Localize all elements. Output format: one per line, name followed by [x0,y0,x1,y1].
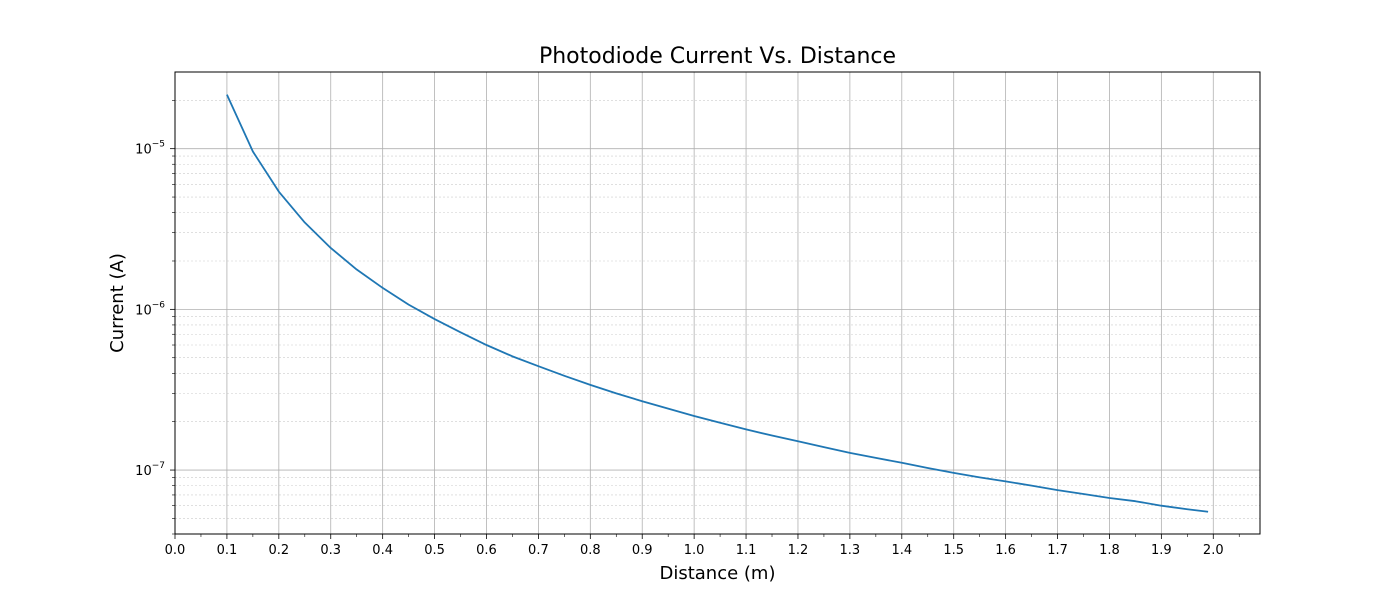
x-tick-label: 0.0 [165,543,186,558]
x-tick-label: 1.4 [891,543,912,558]
x-tick-label: 0.5 [424,543,445,558]
x-tick-label: 1.0 [684,543,705,558]
series-line [226,94,1209,513]
x-axis: 0.0 0.1 0.2 0.3 0.4 0.5 0.6 0.7 0.8 0.9 1.0 1.1 1.2 1… [165,534,1240,558]
x-tick-label: 1.9 [1151,543,1172,558]
y-tick-label: 10−7 [135,461,165,479]
x-tick-label: 1.6 [995,543,1016,558]
series-layer [226,94,1209,513]
x-tick-label: 1.5 [943,543,964,558]
x-tick-label: 1.2 [788,543,809,558]
chart-title: Photodiode Current Vs. Distance [539,44,896,69]
x-tick-label: 1.1 [736,543,757,558]
x-tick-label: 0.8 [580,543,601,558]
x-axis-label: Distance (m) [659,563,775,584]
x-tick-label: 1.7 [1047,543,1068,558]
x-tick-label: 0.4 [372,543,393,558]
x-tick-label: 0.1 [217,543,238,558]
x-tick-label: 0.7 [528,543,549,558]
major-grid [174,72,1260,534]
x-tick-label: 0.9 [632,543,653,558]
y-axis: 10−7 10−6 10−5 [135,99,175,535]
plot-frame [174,71,1261,535]
y-axis-label: Current (A) [107,253,128,353]
x-tick-label: 2.0 [1203,543,1224,558]
x-tick-label: 0.3 [320,543,341,558]
x-tick-label: 1.3 [840,543,861,558]
y-tick-label: 10−5 [135,140,165,158]
x-tick-label: 0.2 [268,543,289,558]
x-tick-label: 1.8 [1099,543,1120,558]
minor-grid [175,99,1260,535]
x-tick-label: 0.6 [476,543,497,558]
y-tick-label: 10−6 [135,300,165,318]
